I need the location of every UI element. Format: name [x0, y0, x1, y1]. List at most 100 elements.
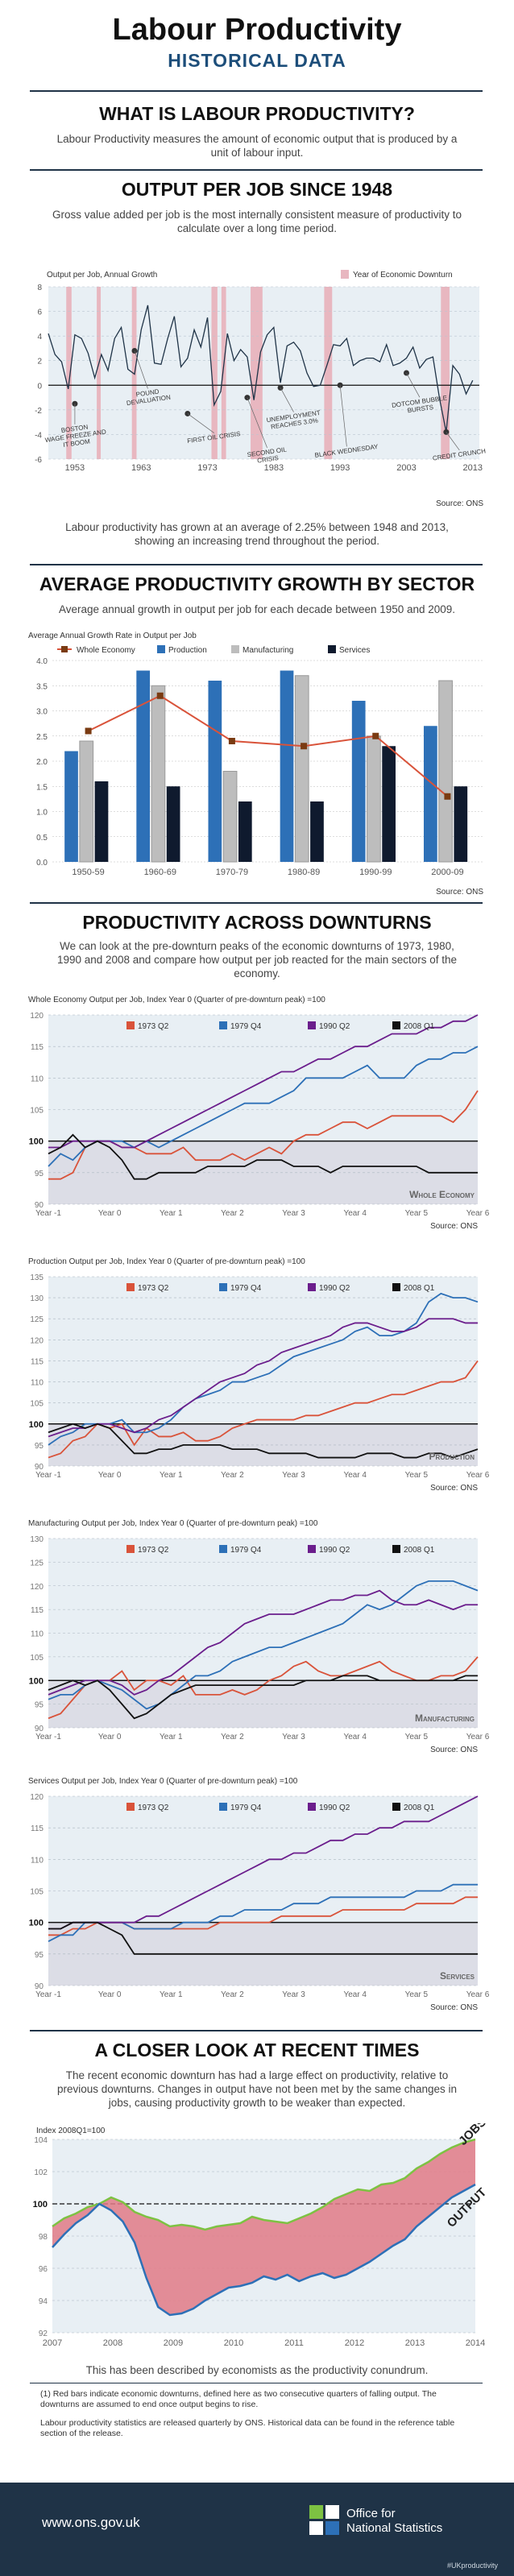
y-tick-label: 105 [30, 1107, 44, 1116]
x-tick-label: Year 2 [221, 1733, 244, 1741]
y-tick-label: -6 [35, 456, 42, 465]
section-text-downturns: We can look at the pre-downturn peaks of… [56, 940, 458, 979]
bar-services [454, 786, 468, 862]
section-after-recent: This has been described by economists as… [85, 2364, 429, 2376]
y-tick-label: 110 [31, 1379, 44, 1388]
section-heading-output: OUTPUT PER JOB SINCE 1948 [121, 179, 393, 200]
chart-title: Output per Job, Annual Growth [47, 271, 157, 280]
legend-label: Services [339, 646, 370, 655]
downturn-bar [97, 287, 102, 459]
y-tick-label: 130 [30, 1535, 44, 1544]
legend-label: 1979 Q4 [230, 1804, 262, 1812]
y-tick-label: 110 [31, 1630, 44, 1639]
services-chart: Services Output per Job, Index Year 0 (Q… [28, 1777, 490, 2012]
y-tick-label: 100 [29, 1420, 44, 1430]
legend-swatch [308, 1283, 316, 1291]
x-tick-label: Year 6 [466, 1733, 490, 1741]
legend-label: 1973 Q2 [138, 1284, 169, 1293]
legend-swatch [231, 645, 239, 653]
y-tick-label: -4 [35, 431, 42, 440]
source-label: Source: ONS [436, 499, 483, 508]
x-tick-label: Year -1 [35, 1733, 61, 1741]
y-tick-label: 120 [30, 1583, 44, 1592]
section-heading-what: WHAT IS LABOUR PRODUCTIVITY? [99, 103, 415, 124]
series-line [48, 1014, 479, 1149]
x-tick-label: Year 4 [343, 1733, 367, 1741]
x-tick-label: Year 0 [98, 1471, 122, 1480]
x-tick-label: 1993 [330, 463, 350, 473]
production-chart: Production Output per Job, Index Year 0 … [28, 1257, 490, 1493]
section-heading-downturns: PRODUCTIVITY ACROSS DOWNTURNS [82, 912, 432, 933]
y-tick-label: 105 [30, 1888, 44, 1897]
x-tick-label: Year 5 [405, 1733, 429, 1741]
y-tick-label: 110 [31, 1856, 44, 1865]
output-line [52, 2183, 476, 2317]
whole-economy-line [88, 694, 449, 797]
jobs-line [52, 2138, 476, 2231]
ons-logo-text: Office for National Statistics [346, 2507, 442, 2536]
source-label: Source: ONS [430, 1222, 478, 1231]
annotation-leader [339, 385, 347, 447]
x-tick-label: 2008 [103, 2338, 122, 2348]
x-tick-label: Year 0 [98, 1733, 122, 1741]
legend-label: 2008 Q1 [404, 1546, 435, 1555]
y-tick-label: -2 [35, 407, 42, 416]
x-tick-label: Year 1 [160, 1990, 183, 1999]
legend-label: 1979 Q4 [230, 1022, 262, 1031]
y-tick-label: 95 [35, 1170, 44, 1178]
downturn-bar [221, 287, 226, 459]
y-tick-label: 90 [35, 1982, 44, 1991]
legend-swatch [126, 1021, 135, 1029]
ons-logo-icon [309, 2505, 339, 2535]
x-tick-label: Year 4 [343, 1990, 367, 1999]
legend-swatch [392, 1283, 400, 1291]
series-line [48, 1046, 479, 1167]
whole-economy-marker [444, 793, 451, 800]
y-tick-label: 90 [35, 1725, 44, 1733]
x-tick-label: Year 3 [282, 1733, 305, 1741]
x-tick-label: 1983 [264, 463, 284, 473]
bar-manufacturing [367, 735, 381, 863]
x-tick-label: 1963 [131, 463, 151, 473]
x-tick-label: 1960-69 [144, 868, 176, 877]
series-line [48, 1133, 478, 1180]
legend-swatch [328, 645, 336, 653]
y-tick-label: 100 [29, 1676, 44, 1686]
downturn-bar [251, 287, 263, 459]
y-tick-label: 115 [31, 1043, 44, 1052]
x-tick-label: Year 6 [466, 1471, 490, 1480]
y-tick-label: 115 [31, 1824, 44, 1833]
legend-swatch [308, 1021, 316, 1029]
productivity-gap-area [52, 2139, 475, 2315]
series-line [48, 1360, 479, 1459]
y-tick-label: 92 [39, 2330, 48, 2338]
sector-growth-chart: Average Annual Growth Rate in Output per… [28, 632, 483, 877]
chart-label: Manufacturing [415, 1713, 475, 1724]
x-tick-label: Year 2 [221, 1209, 244, 1218]
divider [30, 2030, 483, 2031]
chart-title: Whole Economy Output per Job, Index Year… [28, 996, 325, 1004]
y-tick-label: 3.5 [36, 682, 48, 691]
chart-title: Production Output per Job, Index Year 0 … [28, 1257, 305, 1266]
x-tick-label: 2012 [345, 2338, 364, 2348]
x-tick-label: Year 1 [160, 1471, 183, 1480]
divider [30, 169, 483, 171]
annotation-leader [446, 432, 460, 451]
page-subtitle: HISTORICAL DATA [168, 50, 346, 71]
legend-label: Manufacturing [242, 646, 293, 655]
y-tick-label: 104 [34, 2136, 48, 2145]
legend-label: Year of Economic Downturn [353, 271, 453, 280]
footnote-release: Labour productivity statistics are relea… [40, 2418, 455, 2438]
legend-label: Whole Economy [77, 646, 135, 655]
source-label: Source: ONS [436, 888, 483, 897]
y-tick-label: 2.0 [36, 758, 48, 767]
ons-website-link[interactable]: www.ons.gov.uk [42, 2515, 140, 2530]
x-tick-label: 1973 [197, 463, 217, 473]
twitter-hashtag[interactable]: #UKproductivity [446, 2562, 498, 2570]
y-tick-label: 130 [30, 1294, 44, 1303]
chart-label: Services [440, 1970, 475, 1982]
legend-swatch [341, 270, 349, 279]
legend-swatch [308, 1803, 316, 1811]
footer: www.ons.gov.uk Office for National Statis… [0, 2483, 514, 2576]
y-tick-label: 94 [39, 2297, 48, 2306]
